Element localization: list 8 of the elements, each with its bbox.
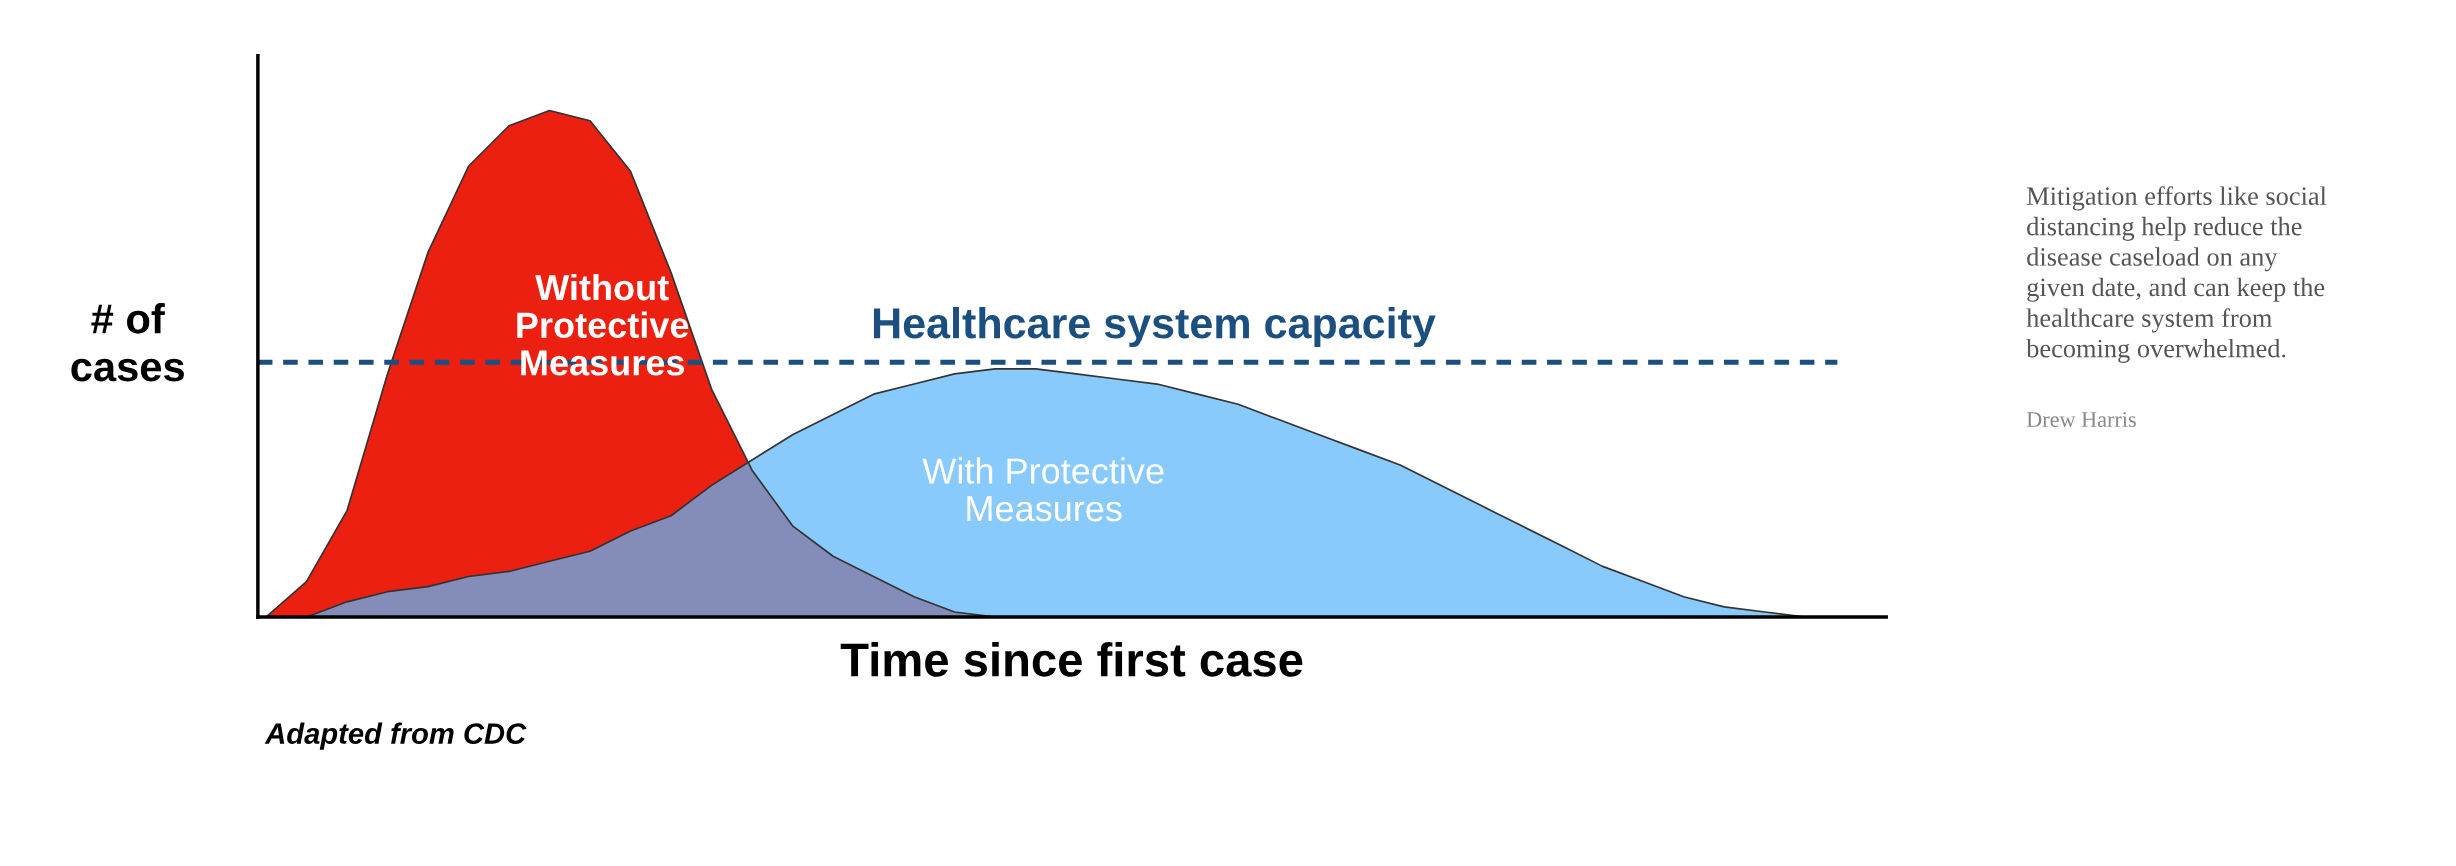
text: Mitigation efforts like social distancing help reduce the disease caseload on any given date, and can keep the healthcare system from becoming overwhelmed.: [2026, 186, 2327, 363]
y-axis-title: # of cases: [71, 303, 184, 382]
ref-line-label: Healthcare system capacity: [873, 306, 1436, 348]
text: Adapted from CDC: [264, 722, 527, 750]
series-label: With Protective Measures: [922, 457, 1164, 522]
text: Drew Harris: [2026, 412, 2136, 427]
series-label: Without Protective Measures: [517, 273, 689, 376]
x-axis-title: Time since first case: [840, 642, 1303, 677]
